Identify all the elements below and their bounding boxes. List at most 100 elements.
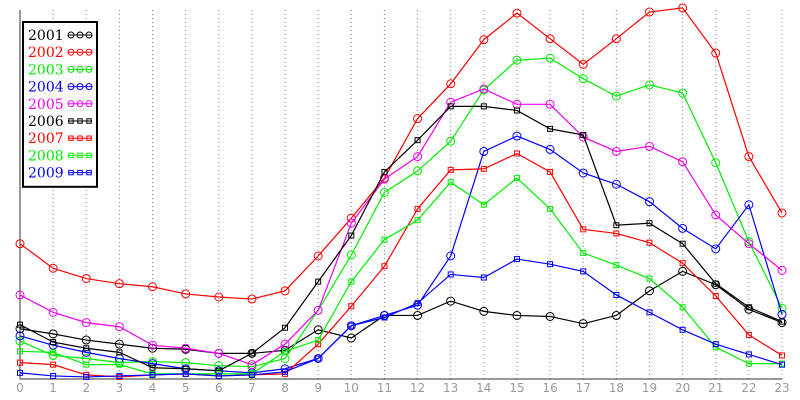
data-point bbox=[149, 371, 156, 378]
data-point bbox=[711, 244, 721, 254]
data-point bbox=[446, 79, 456, 89]
x-tick-label: 17 bbox=[576, 381, 591, 395]
data-point bbox=[479, 306, 489, 316]
legend-marker bbox=[67, 48, 75, 56]
series-line bbox=[19, 105, 783, 372]
data-point bbox=[81, 318, 91, 328]
data-point bbox=[644, 141, 654, 151]
data-point bbox=[381, 168, 388, 175]
data-point bbox=[678, 157, 688, 167]
legend-marker bbox=[86, 135, 92, 141]
x-tick-label: 10 bbox=[344, 381, 359, 395]
legend-item: 2003 bbox=[28, 62, 93, 78]
data-point bbox=[512, 8, 522, 18]
data-point bbox=[315, 278, 322, 285]
data-point bbox=[50, 372, 57, 379]
data-point bbox=[611, 179, 621, 189]
data-point bbox=[282, 348, 289, 355]
data-point bbox=[15, 239, 25, 249]
data-point bbox=[480, 165, 487, 172]
series-2006 bbox=[17, 103, 785, 374]
data-point bbox=[248, 371, 255, 378]
data-point bbox=[679, 240, 686, 247]
data-point bbox=[148, 282, 158, 292]
x-tick-labels: 0 1 2 3 4 5 6 7 8 9 10 11 12 13 14 15 16 17 18 19 20 21 22 23 bbox=[16, 381, 789, 395]
data-point bbox=[149, 364, 156, 371]
data-point bbox=[678, 3, 688, 13]
data-point bbox=[214, 348, 224, 358]
data-point bbox=[148, 340, 158, 350]
data-point bbox=[547, 261, 554, 268]
data-point bbox=[116, 372, 123, 379]
data-point bbox=[545, 144, 555, 154]
legend-label: 2001 bbox=[28, 28, 64, 44]
legend-label: 2002 bbox=[28, 45, 64, 61]
legend-marker bbox=[86, 118, 92, 124]
data-point bbox=[578, 74, 588, 84]
data-point bbox=[644, 286, 654, 296]
series-line bbox=[19, 152, 783, 378]
legend-marker bbox=[68, 169, 74, 176]
x-tick-label: 22 bbox=[741, 381, 756, 395]
data-point bbox=[50, 339, 57, 346]
data-point bbox=[15, 336, 25, 346]
data-point bbox=[83, 373, 90, 380]
data-point bbox=[712, 280, 719, 287]
data-point bbox=[348, 322, 355, 329]
axes bbox=[19, 10, 782, 380]
data-point bbox=[611, 91, 621, 101]
data-point bbox=[513, 107, 520, 114]
data-point bbox=[479, 146, 489, 156]
data-point bbox=[578, 59, 588, 69]
legend-marker bbox=[77, 135, 83, 141]
data-point bbox=[116, 349, 123, 356]
data-point bbox=[50, 361, 57, 368]
legend-marker bbox=[85, 31, 93, 39]
series-2005 bbox=[15, 84, 787, 370]
data-point bbox=[777, 265, 787, 275]
data-point bbox=[280, 354, 290, 363]
legend-item: 2004 bbox=[28, 80, 93, 96]
data-point bbox=[779, 352, 785, 359]
data-point bbox=[744, 152, 754, 162]
data-point bbox=[414, 205, 421, 212]
data-point bbox=[280, 364, 290, 374]
legend-label: 2008 bbox=[28, 148, 64, 164]
data-point bbox=[446, 296, 456, 306]
data-point bbox=[679, 260, 686, 267]
data-point bbox=[580, 226, 587, 233]
data-point bbox=[313, 251, 323, 261]
legend-item: 2005 bbox=[28, 97, 93, 113]
data-point bbox=[545, 311, 555, 321]
data-point bbox=[346, 333, 356, 343]
legend-marker bbox=[67, 65, 75, 73]
data-point bbox=[644, 7, 654, 17]
data-point bbox=[215, 372, 222, 379]
data-point bbox=[446, 136, 456, 146]
data-point bbox=[447, 103, 454, 110]
data-point bbox=[148, 343, 158, 353]
data-point bbox=[414, 300, 421, 307]
series-line bbox=[19, 7, 783, 300]
data-point bbox=[580, 249, 587, 256]
data-point bbox=[611, 34, 621, 44]
data-point bbox=[744, 200, 754, 210]
data-point bbox=[413, 310, 423, 320]
x-tick-label: 4 bbox=[149, 381, 157, 395]
series-2009 bbox=[17, 256, 785, 380]
data-point bbox=[678, 88, 688, 98]
data-point bbox=[81, 274, 91, 284]
data-point bbox=[678, 266, 688, 276]
legend-marker bbox=[85, 100, 93, 108]
data-point bbox=[513, 175, 520, 182]
data-point bbox=[282, 368, 289, 375]
data-point bbox=[712, 341, 719, 348]
data-point bbox=[513, 256, 520, 263]
data-point bbox=[745, 351, 752, 358]
data-point bbox=[182, 370, 189, 377]
data-point bbox=[578, 168, 588, 178]
data-point bbox=[512, 131, 522, 141]
data-point bbox=[480, 201, 487, 208]
data-point bbox=[381, 314, 388, 321]
data-point bbox=[711, 158, 721, 168]
